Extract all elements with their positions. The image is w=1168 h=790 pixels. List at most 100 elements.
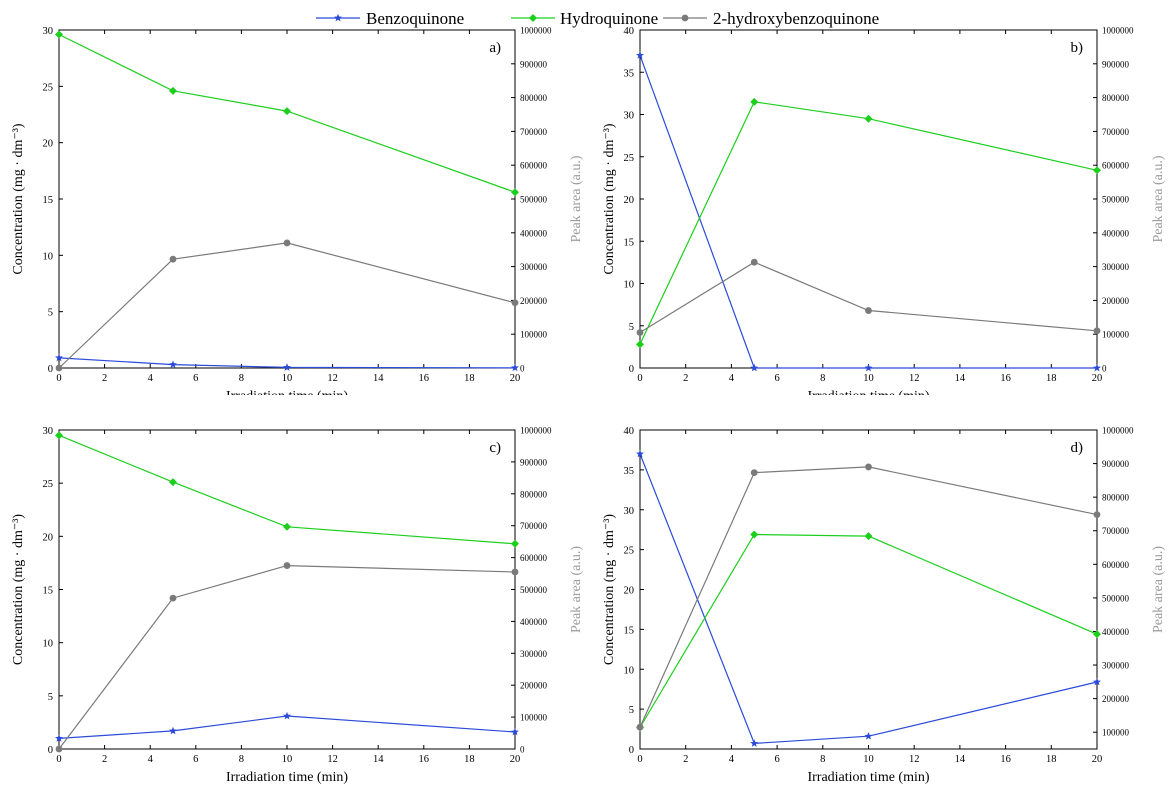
series-line-2-hydroxybenzoquinone: [639, 261, 1098, 334]
x-tick-label: 4: [148, 373, 154, 384]
data-point-2-hydroxybenzoquinone: [750, 469, 758, 477]
data-point-hydroquinone: [55, 431, 63, 440]
y-tick-label: 25: [43, 479, 54, 490]
x-tick-label: 20: [510, 373, 521, 384]
data-point-2-hydroxybenzoquinone: [511, 568, 519, 576]
y2-axis-label: Peak area (a.u.): [1151, 546, 1166, 633]
data-point-benzoquinone: [636, 449, 644, 458]
x-tick-label: 12: [909, 373, 920, 384]
y-tick-label: 30: [624, 111, 635, 122]
y-tick-label: 5: [48, 692, 53, 703]
y-tick-label: 25: [624, 546, 635, 557]
data-point-hydroquinone: [511, 539, 519, 548]
y-tick-label: 10: [624, 665, 635, 676]
series-line-benzoquinone: [58, 357, 516, 369]
y2-tick-label: 700000: [1102, 127, 1130, 137]
y-tick-label: 20: [624, 586, 635, 597]
data-point-2-hydroxybenzoquinone: [636, 723, 644, 731]
x-axis-label: Irradiation time (min): [807, 389, 929, 395]
data-point-benzoquinone: [750, 739, 759, 747]
x-tick-label: 12: [327, 754, 338, 765]
data-point-hydroquinone: [511, 188, 519, 197]
series-line-hydroquinone: [58, 33, 516, 193]
y2-tick-label: 600000: [1102, 161, 1130, 171]
y-tick-label: 30: [43, 26, 54, 37]
panel-label: a): [489, 40, 501, 56]
y2-tick-label: 900000: [520, 457, 548, 467]
x-tick-label: 14: [955, 373, 966, 384]
x-tick-label: 4: [729, 373, 735, 384]
legend-marker: [334, 13, 342, 22]
data-point-benzoquinone: [283, 711, 291, 720]
x-tick-label: 8: [820, 754, 825, 765]
y-tick-label: 15: [624, 237, 635, 248]
y-tick-label: 0: [629, 364, 634, 375]
data-point-benzoquinone: [283, 363, 291, 371]
data-point-hydroquinone: [750, 97, 759, 106]
data-point-hydroquinone: [169, 86, 177, 95]
x-tick-label: 18: [1046, 754, 1057, 765]
data-point-2-hydroxybenzoquinone: [55, 364, 63, 372]
x-tick-label: 16: [419, 373, 430, 384]
y-tick-label: 20: [624, 195, 635, 206]
legend-marker: [529, 14, 537, 22]
y2-tick-label: 100000: [520, 330, 548, 340]
y2-tick-label: 600000: [520, 161, 548, 171]
legend-label: 2-hydroxybenzoquinone: [713, 9, 879, 28]
legend-item-1: Benzoquinone: [316, 9, 464, 28]
y-tick-label: 40: [624, 426, 635, 437]
series-line-hydroquinone: [58, 434, 516, 545]
y2-tick-label: 400000: [1102, 228, 1130, 238]
data-point-benzoquinone: [55, 734, 63, 742]
x-tick-label: 20: [1092, 754, 1103, 765]
y2-tick-label: 200000: [520, 681, 548, 691]
data-point-2-hydroxybenzoquinone: [283, 562, 291, 569]
y-tick-label: 25: [624, 153, 635, 164]
data-point-2-hydroxybenzoquinone: [1093, 511, 1101, 519]
y-tick-label: 35: [624, 68, 635, 79]
chart-panel-c: 0 2 4 6 8 10 12 14 16 18 2005101520253001000002000…: [11, 426, 584, 786]
y-axis-label: Concentration (mg · dm⁻³): [11, 514, 26, 666]
x-tick-label: 6: [774, 373, 779, 384]
y-tick-label: 30: [624, 506, 635, 517]
y2-tick-label: 900000: [1102, 459, 1130, 469]
panel-label: b): [1071, 40, 1084, 56]
y2-tick-label: 800000: [1102, 493, 1130, 503]
y-tick-label: 0: [48, 364, 53, 375]
data-point-benzoquinone: [511, 363, 519, 372]
y-axis-label: Concentration (mg · dm⁻³): [602, 123, 617, 275]
y2-tick-label: 900000: [520, 59, 548, 69]
x-tick-label: 0: [637, 373, 642, 384]
y2-tick-label: 800000: [520, 93, 548, 103]
panel-label: d): [1071, 440, 1084, 456]
chart-panel-a: 0 2 4 6 8 10 12 14 16 18 2005101520253001000002000…: [11, 26, 584, 396]
y-tick-label: 25: [43, 82, 54, 93]
data-point-2-hydroxybenzoquinone: [169, 594, 177, 602]
series-line-2-hydroxybenzoquinone: [58, 564, 516, 750]
legend-marker: [681, 14, 689, 22]
x-tick-label: 12: [327, 373, 338, 384]
x-tick-label: 18: [464, 373, 475, 384]
x-tick-label: 6: [193, 754, 198, 765]
x-tick-label: 4: [729, 754, 735, 765]
data-point-benzoquinone: [55, 353, 63, 362]
x-tick-label: 10: [863, 754, 874, 765]
x-tick-label: 10: [282, 373, 293, 384]
data-point-2-hydroxybenzoquinone: [511, 299, 519, 307]
y2-tick-label: 1000000: [1102, 26, 1134, 36]
series-line-2-hydroxybenzoquinone: [639, 466, 1098, 728]
x-tick-label: 14: [373, 754, 384, 765]
data-point-2-hydroxybenzoquinone: [1093, 327, 1101, 335]
y2-tick-label: 500000: [1102, 593, 1130, 603]
plot-frame: [58, 429, 516, 750]
y2-tick-label: 700000: [1102, 526, 1130, 536]
data-point-2-hydroxybenzoquinone: [283, 239, 291, 247]
series-line-benzoquinone: [58, 715, 516, 739]
x-axis-label: Irradiation time (min): [226, 389, 348, 395]
y-tick-label: 0: [48, 745, 53, 756]
x-tick-label: 14: [955, 754, 966, 765]
data-point-hydroquinone: [1093, 630, 1101, 639]
x-tick-label: 16: [1000, 373, 1011, 384]
y-tick-label: 35: [624, 466, 635, 477]
x-tick-label: 6: [193, 373, 198, 384]
